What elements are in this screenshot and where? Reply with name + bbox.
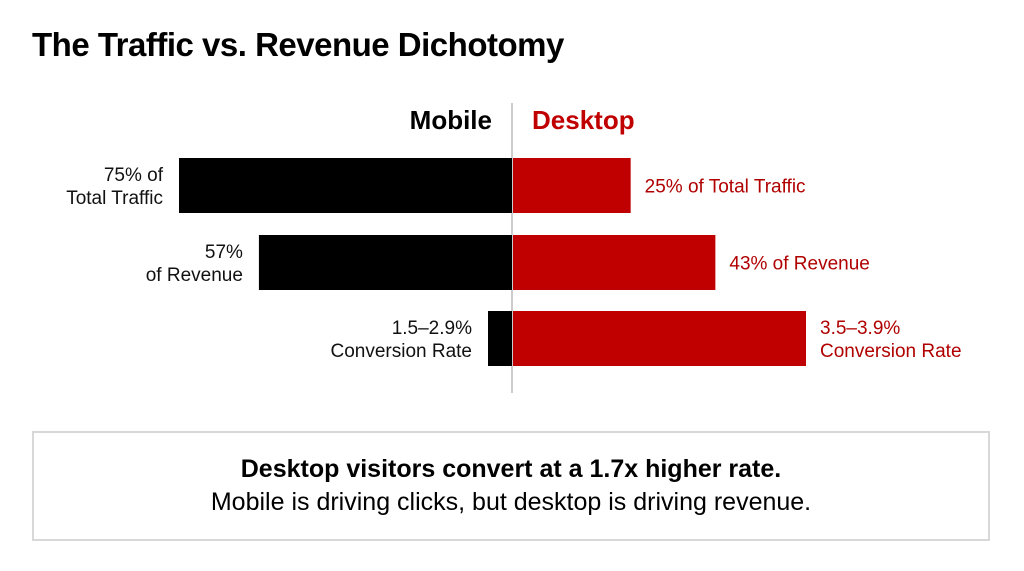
label-mobile-0: Total Traffic — [66, 188, 163, 209]
label-mobile-2: 1.5–2.9% — [392, 318, 472, 339]
bar-mobile-2 — [488, 311, 512, 366]
callout-subtext: Mobile is driving clicks, but desktop is… — [210, 488, 812, 516]
legend-desktop: Desktop — [532, 105, 635, 135]
label-mobile-1: 57% — [205, 242, 243, 263]
bar-desktop-1 — [513, 235, 716, 290]
bar-desktop-0 — [513, 158, 631, 213]
chart-title: The Traffic vs. Revenue Dichotomy — [32, 26, 564, 63]
label-desktop-1: 43% of Revenue — [729, 254, 870, 275]
bar-mobile-0 — [179, 158, 512, 213]
label-desktop-0: 25% of Total Traffic — [645, 177, 806, 198]
label-mobile-1: of Revenue — [146, 265, 243, 286]
legend-mobile: Mobile — [410, 105, 492, 135]
bar-mobile-1 — [258, 235, 512, 290]
callout-box: Desktop visitors convert at a 1.7x highe… — [32, 431, 990, 541]
label-mobile-2: Conversion Rate — [330, 341, 472, 362]
label-desktop-2: 3.5–3.9% — [820, 318, 900, 339]
label-desktop-2: Conversion Rate — [820, 341, 962, 362]
callout-headline: Desktop visitors convert at a 1.7x highe… — [240, 455, 782, 483]
label-mobile-0: 75% of — [104, 165, 164, 186]
bar-desktop-2 — [513, 311, 806, 366]
